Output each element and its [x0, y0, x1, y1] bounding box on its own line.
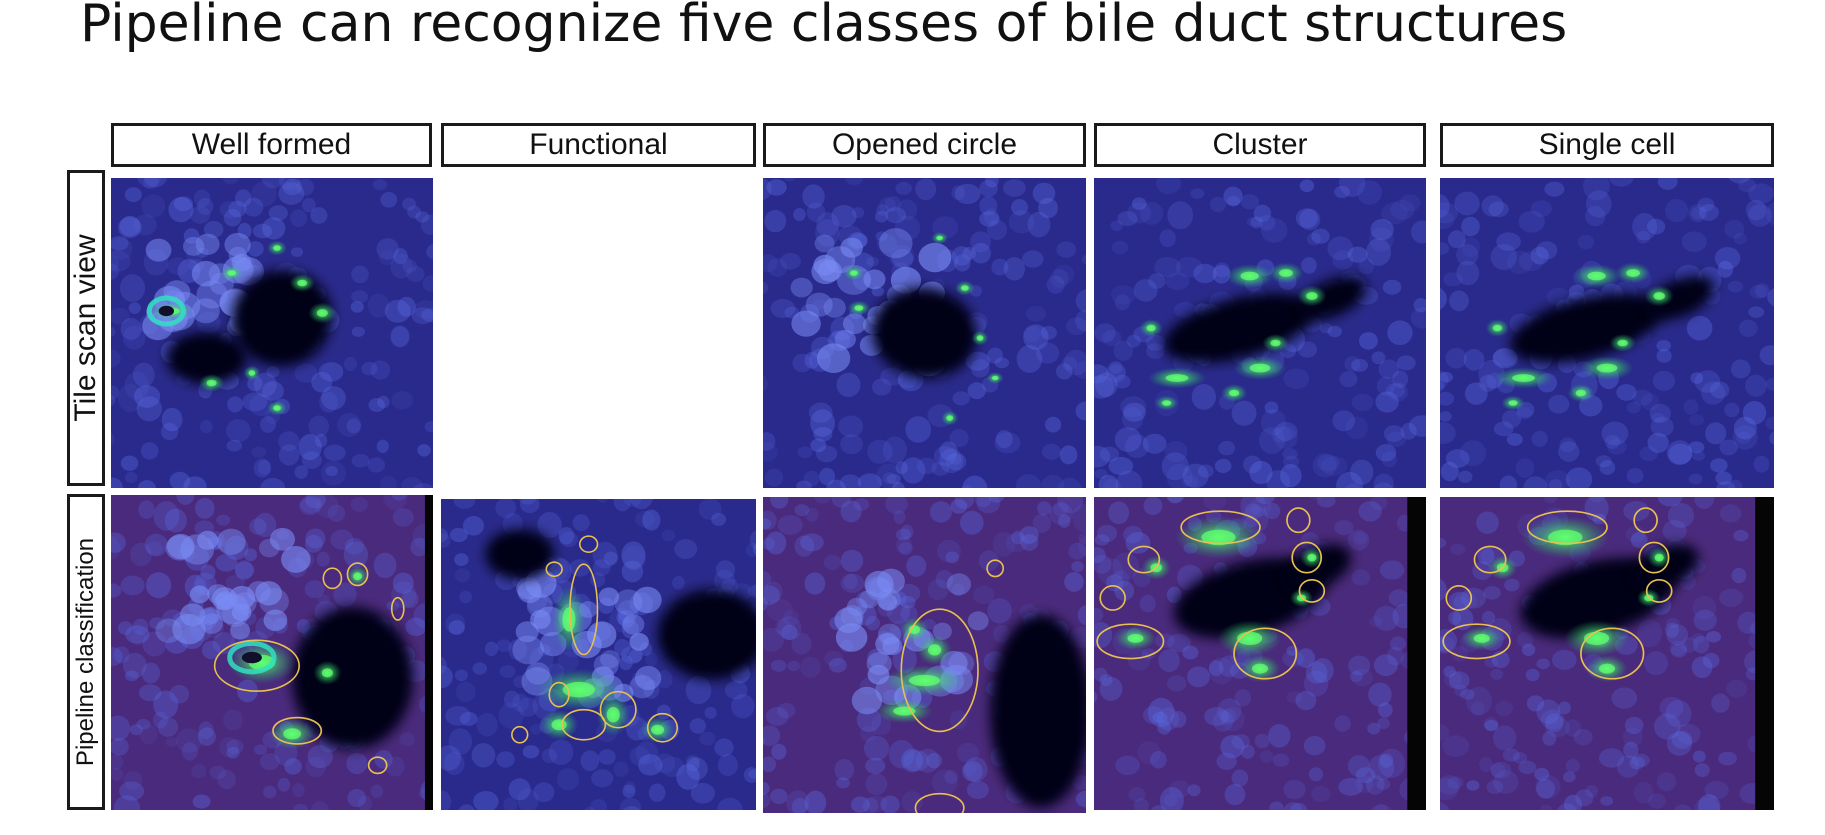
column-label-text: Single cell — [1538, 128, 1676, 161]
column-label-text: Cluster — [1212, 128, 1308, 161]
micrograph-tile-scan-well-formed — [111, 178, 433, 488]
micrograph-pipeline-opened-circle — [763, 497, 1086, 813]
row-label-text: Tile scan view — [69, 234, 102, 422]
micrograph-pipeline-cluster — [1094, 497, 1426, 810]
column-label-text: Functional — [529, 128, 668, 161]
micrograph-tile-scan-cluster — [1094, 178, 1426, 488]
column-label-well-formed: Well formed — [111, 123, 432, 167]
column-label-functional: Functional — [441, 123, 756, 167]
micrograph-pipeline-functional — [441, 499, 756, 810]
micrograph-pipeline-well-formed — [111, 495, 433, 810]
micrograph-pipeline-single-cell — [1440, 497, 1774, 810]
slide-title: Pipeline can recognize five classes of b… — [80, 0, 1568, 54]
column-label-single-cell: Single cell — [1440, 123, 1774, 167]
column-label-text: Opened circle — [831, 128, 1018, 161]
column-label-text: Well formed — [191, 128, 352, 161]
column-label-cluster: Cluster — [1094, 123, 1426, 167]
column-label-opened-circle: Opened circle — [763, 123, 1086, 167]
micrograph-tile-scan-single-cell — [1440, 178, 1774, 488]
row-label-pipeline-classification: Pipeline classification — [67, 494, 105, 810]
row-label-text: Pipeline classification — [72, 537, 99, 767]
empty-panel-tile-scan-functional — [441, 178, 756, 488]
row-label-tile-scan-view: Tile scan view — [67, 170, 105, 486]
micrograph-tile-scan-opened-circle — [763, 178, 1086, 488]
